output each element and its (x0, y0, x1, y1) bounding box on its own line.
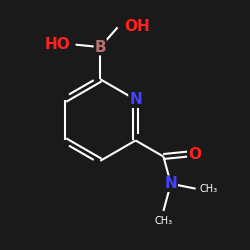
Text: B: B (94, 40, 106, 54)
Text: N: N (129, 92, 142, 107)
Text: OH: OH (124, 18, 150, 34)
Text: N: N (164, 176, 177, 191)
Text: CH₃: CH₃ (154, 216, 172, 226)
Text: CH₃: CH₃ (199, 184, 218, 194)
Text: O: O (188, 146, 201, 162)
Text: HO: HO (45, 37, 70, 52)
Text: N: N (129, 92, 142, 107)
